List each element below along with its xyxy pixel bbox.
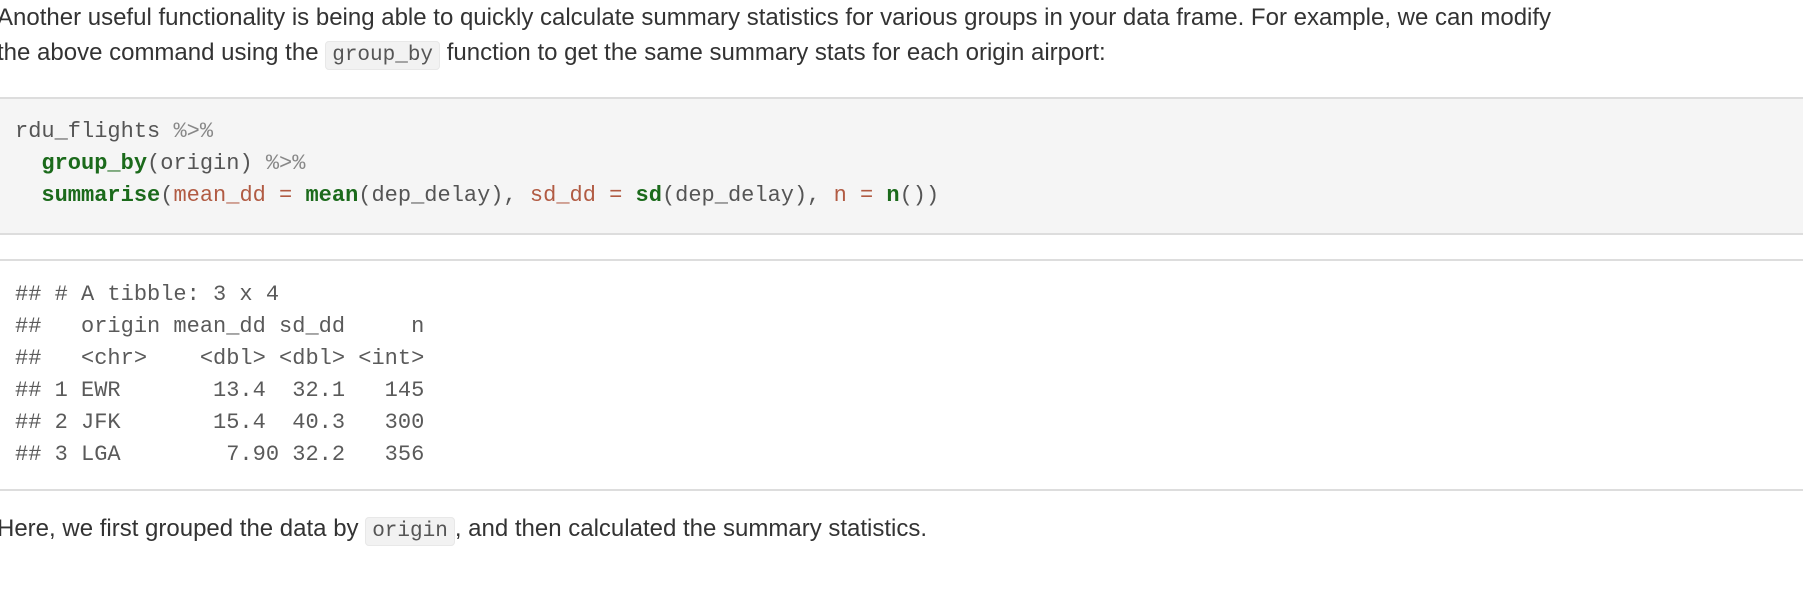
- output-line: ## # A tibble: 3 x 4: [15, 282, 280, 307]
- code-arg-n: n: [833, 183, 847, 208]
- inline-code-group-by: group_by: [325, 41, 441, 70]
- code-function-mean: mean: [305, 183, 359, 208]
- output-line: ## origin mean_dd sd_dd n: [15, 314, 425, 339]
- intro-line-1: Another useful functionality is being ab…: [0, 4, 1552, 31]
- code-equals: =: [846, 183, 887, 208]
- code-paren: (: [147, 151, 161, 176]
- code-equals: =: [265, 183, 306, 208]
- console-output[interactable]: ## # A tibble: 3 x 4 ## origin mean_dd s…: [15, 279, 1803, 471]
- code-pipe-operator: %>%: [173, 119, 214, 144]
- code-function-summarise: summarise: [41, 183, 161, 208]
- console-output-block[interactable]: ## # A tibble: 3 x 4 ## origin mean_dd s…: [0, 259, 1803, 491]
- code-pipe-operator: %>%: [265, 151, 306, 176]
- code-object: rdu_flights: [15, 119, 174, 144]
- intro-line-2-text-after: function to get the same summary stats f…: [440, 39, 1106, 66]
- after-text-after: , and then calculated the summary statis…: [454, 515, 928, 542]
- after-paragraph: Here, we first grouped the data by origi…: [0, 511, 1803, 549]
- code-indent: [15, 183, 41, 208]
- code-function-n: n: [886, 183, 900, 208]
- intro-line-2-text-before: the above command using the: [0, 39, 326, 66]
- code-paren: (: [160, 183, 174, 208]
- code-indent: [15, 151, 41, 176]
- intro-paragraph: Another useful functionality is being ab…: [0, 0, 1803, 73]
- code-function-sd: sd: [635, 183, 662, 208]
- document-content: Another useful functionality is being ab…: [0, 0, 1803, 549]
- code-call-args: ()): [899, 183, 940, 208]
- code-arg-sd-dd: sd_dd: [529, 183, 596, 208]
- code-function-group-by: group_by: [41, 151, 148, 176]
- code-call-args: (dep_delay),: [358, 183, 530, 208]
- code-call-args: (dep_delay),: [661, 183, 834, 208]
- code-arg-mean-dd: mean_dd: [173, 183, 266, 208]
- inline-code-origin: origin: [365, 517, 455, 546]
- r-code-block[interactable]: rdu_flights %>% group_by(origin) %>% sum…: [0, 97, 1803, 235]
- code-equals: =: [595, 183, 636, 208]
- code-paren: ): [239, 151, 266, 176]
- after-text-before: Here, we first grouped the data by: [0, 515, 366, 542]
- output-line: ## 2 JFK 15.4 40.3 300: [15, 410, 425, 435]
- output-line: ## 1 EWR 13.4 32.1 145: [15, 378, 425, 403]
- r-code[interactable]: rdu_flights %>% group_by(origin) %>% sum…: [15, 116, 1803, 212]
- output-line: ## <chr> <dbl> <dbl> <int>: [15, 346, 425, 371]
- code-argument: origin: [160, 151, 240, 176]
- output-line: ## 3 LGA 7.90 32.2 356: [15, 442, 425, 467]
